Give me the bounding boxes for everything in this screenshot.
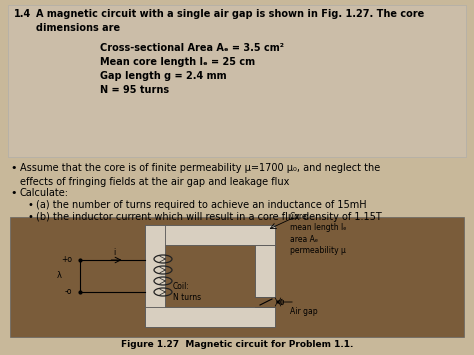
Text: -o: -o [64,288,72,296]
Bar [145,225,275,245]
Text: •: • [10,188,17,198]
Text: (b) the inductor current which will result in a core flux density of 1.15T: (b) the inductor current which will resu… [36,212,382,222]
Text: Cross-sectional Area Aₑ = 3.5 cm²: Cross-sectional Area Aₑ = 3.5 cm² [100,43,284,53]
Text: i: i [113,248,116,257]
Text: Gap length g = 2.4 mm: Gap length g = 2.4 mm [100,71,227,81]
Text: •: • [28,212,34,222]
Text: Coil:
N turns: Coil: N turns [173,282,201,302]
Text: 1.4: 1.4 [14,9,31,19]
Bar [145,225,165,327]
Text: Air gap: Air gap [290,307,318,316]
Text: +o: +o [61,256,72,264]
Bar [255,245,275,297]
Text: Core:
mean length lₑ
area Aₑ
permeability μ: Core: mean length lₑ area Aₑ permeabilit… [290,212,346,255]
Text: N = 95 turns: N = 95 turns [100,85,169,95]
Bar [8,5,466,157]
Text: Mean core length lₑ = 25 cm: Mean core length lₑ = 25 cm [100,57,255,67]
Text: •: • [10,163,17,173]
Bar [10,217,464,337]
Text: Assume that the core is of finite permeability μ=1700 μ₀, and neglect the
effect: Assume that the core is of finite permea… [20,163,380,187]
Text: g: g [280,299,284,305]
Text: (a) the number of turns required to achieve an inductance of 15mH: (a) the number of turns required to achi… [36,200,366,210]
Text: Calculate:: Calculate: [20,188,69,198]
Bar [145,307,275,327]
Text: Figure 1.27  Magnetic circuit for Problem 1.1.: Figure 1.27 Magnetic circuit for Problem… [121,340,353,349]
Text: •: • [28,200,34,210]
Text: A magnetic circuit with a single air gap is shown in Fig. 1.27. The core
dimensi: A magnetic circuit with a single air gap… [36,9,424,33]
Text: λ: λ [57,272,62,280]
